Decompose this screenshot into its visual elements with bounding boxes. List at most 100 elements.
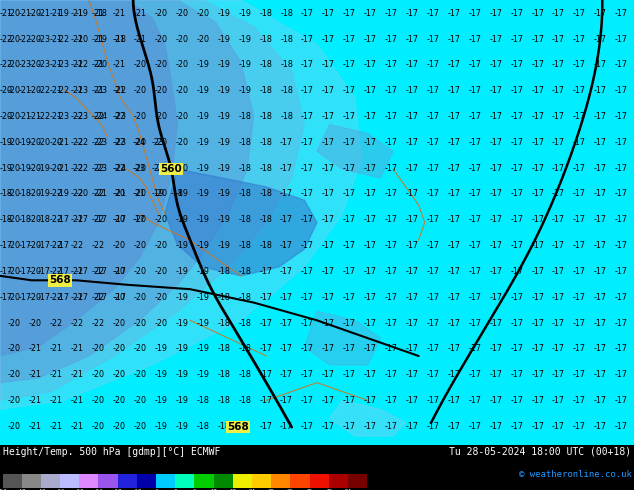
Text: -20: -20 xyxy=(8,318,21,327)
Text: -17: -17 xyxy=(489,35,502,44)
Text: -17: -17 xyxy=(469,318,481,327)
Text: -17: -17 xyxy=(510,138,523,147)
Text: 36: 36 xyxy=(287,489,294,490)
Text: -17: -17 xyxy=(552,396,565,405)
Text: -17: -17 xyxy=(364,9,377,18)
Text: -17: -17 xyxy=(469,190,481,198)
Text: -20: -20 xyxy=(155,267,167,276)
Text: -21: -21 xyxy=(38,9,51,18)
Text: -17: -17 xyxy=(552,35,565,44)
Text: -17: -17 xyxy=(615,267,628,276)
Text: -17: -17 xyxy=(301,9,314,18)
Text: -17: -17 xyxy=(301,138,314,147)
Text: -19: -19 xyxy=(197,215,209,224)
Text: 568: 568 xyxy=(227,422,249,432)
Text: -17: -17 xyxy=(301,190,314,198)
Text: -20: -20 xyxy=(8,267,21,276)
Bar xyxy=(309,474,328,488)
Text: -18: -18 xyxy=(217,267,230,276)
Text: -20: -20 xyxy=(29,190,42,198)
Text: -20: -20 xyxy=(134,422,146,431)
Text: -21: -21 xyxy=(113,60,126,70)
Text: -19: -19 xyxy=(197,190,209,198)
Text: -21: -21 xyxy=(29,396,42,405)
Text: -20: -20 xyxy=(8,396,21,405)
Text: -21: -21 xyxy=(19,86,32,95)
Text: -17: -17 xyxy=(322,215,335,224)
Text: -24: -24 xyxy=(95,112,108,121)
Text: -17: -17 xyxy=(615,9,628,18)
Text: -17: -17 xyxy=(510,422,523,431)
Text: -17: -17 xyxy=(76,267,89,276)
Text: -18: -18 xyxy=(259,60,272,70)
Text: -17: -17 xyxy=(489,396,502,405)
Text: -17: -17 xyxy=(594,112,607,121)
Text: -17: -17 xyxy=(573,112,586,121)
Text: -17: -17 xyxy=(615,86,628,95)
Text: -17: -17 xyxy=(573,86,586,95)
Text: -17: -17 xyxy=(406,241,418,250)
Text: -19: -19 xyxy=(197,241,209,250)
Text: -17: -17 xyxy=(301,370,314,379)
Text: -22: -22 xyxy=(113,164,126,172)
Text: 24: 24 xyxy=(249,489,256,490)
Text: -20: -20 xyxy=(134,215,146,224)
Text: -20: -20 xyxy=(8,164,21,172)
Text: -17: -17 xyxy=(469,344,481,353)
Text: -17: -17 xyxy=(343,396,356,405)
Text: -23: -23 xyxy=(133,164,146,172)
Text: -23: -23 xyxy=(19,60,32,70)
Text: -17: -17 xyxy=(552,215,565,224)
Text: -20: -20 xyxy=(8,112,21,121)
Text: -17: -17 xyxy=(301,60,314,70)
Text: -17: -17 xyxy=(552,241,565,250)
Text: -17: -17 xyxy=(343,112,356,121)
Text: -17: -17 xyxy=(469,9,481,18)
Text: -6: -6 xyxy=(153,489,160,490)
Text: -19: -19 xyxy=(38,164,51,172)
Text: -20: -20 xyxy=(155,190,167,198)
Text: -17: -17 xyxy=(385,215,398,224)
Text: -21: -21 xyxy=(134,9,146,18)
Bar xyxy=(195,474,214,488)
Text: -21: -21 xyxy=(134,35,146,44)
Text: -17: -17 xyxy=(364,164,377,172)
Text: -17: -17 xyxy=(406,422,418,431)
Text: -17: -17 xyxy=(406,60,418,70)
Text: -17: -17 xyxy=(385,293,398,302)
Text: -21: -21 xyxy=(92,9,105,18)
Text: -17: -17 xyxy=(19,267,32,276)
Text: -20: -20 xyxy=(113,267,126,276)
Text: -19: -19 xyxy=(155,422,167,431)
Text: -18: -18 xyxy=(217,344,230,353)
Text: -22: -22 xyxy=(71,241,84,250)
Text: -17: -17 xyxy=(469,164,481,172)
Text: -17: -17 xyxy=(573,35,586,44)
Text: -17: -17 xyxy=(301,293,314,302)
Text: -17: -17 xyxy=(448,241,460,250)
Text: -17: -17 xyxy=(594,370,607,379)
Text: -20: -20 xyxy=(113,241,126,250)
Text: -17: -17 xyxy=(427,60,439,70)
Bar xyxy=(41,474,60,488)
Bar xyxy=(214,474,233,488)
Text: -20: -20 xyxy=(92,396,105,405)
Bar xyxy=(175,474,195,488)
Text: -20: -20 xyxy=(134,344,146,353)
Text: -22: -22 xyxy=(50,318,63,327)
Text: -17: -17 xyxy=(552,9,565,18)
Text: -18: -18 xyxy=(0,215,13,224)
Text: -17: -17 xyxy=(615,35,628,44)
Text: -17: -17 xyxy=(406,267,418,276)
Text: -21: -21 xyxy=(113,35,126,44)
Text: -17: -17 xyxy=(531,164,544,172)
Text: -17: -17 xyxy=(114,215,127,224)
Text: -17: -17 xyxy=(448,60,460,70)
Text: -20: -20 xyxy=(113,190,126,198)
Text: -21: -21 xyxy=(95,190,108,198)
Text: -18: -18 xyxy=(217,370,230,379)
Text: -20: -20 xyxy=(76,35,89,44)
Text: -20: -20 xyxy=(29,215,42,224)
Text: -19: -19 xyxy=(238,86,251,95)
Text: -18: -18 xyxy=(259,9,272,18)
